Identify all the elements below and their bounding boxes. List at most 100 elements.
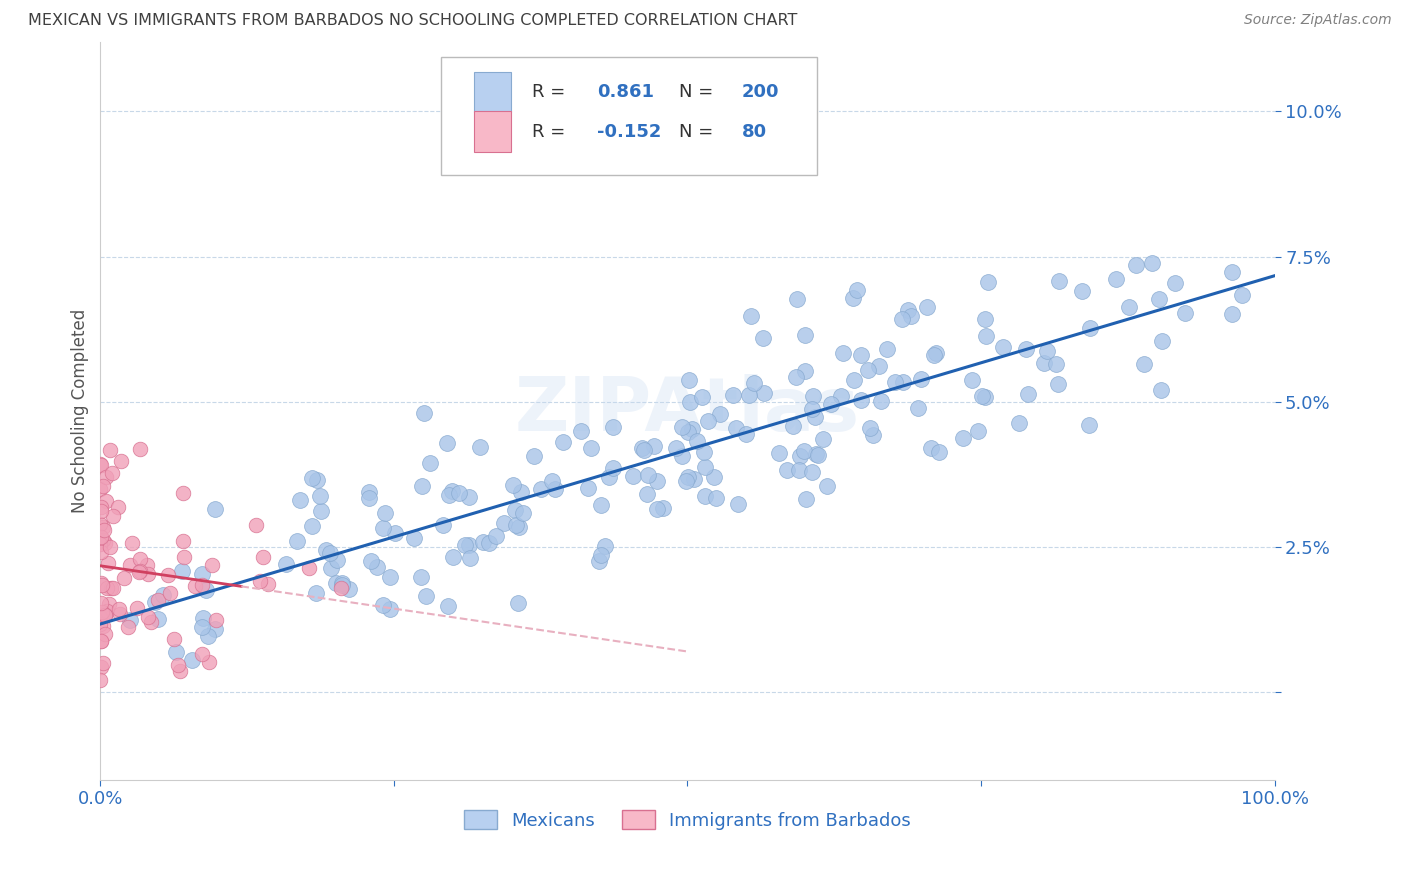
Point <box>868 359 890 373</box>
Text: N =: N = <box>679 123 720 141</box>
Point <box>862 428 884 442</box>
Point <box>98 442 121 457</box>
Point <box>876 342 898 356</box>
Point <box>974 390 997 404</box>
Point <box>117 620 139 634</box>
Point <box>1071 284 1094 298</box>
Point <box>796 491 818 506</box>
Point <box>125 601 148 615</box>
Point <box>319 546 342 560</box>
Point <box>315 543 337 558</box>
Point <box>90 500 112 514</box>
Point <box>678 373 700 387</box>
Point <box>530 482 553 496</box>
Point <box>523 449 546 463</box>
Point <box>436 435 458 450</box>
Point <box>891 312 914 326</box>
Point <box>91 520 114 534</box>
Point <box>800 465 823 479</box>
Point <box>128 565 150 579</box>
Point <box>432 518 454 533</box>
Point <box>636 487 658 501</box>
Point <box>256 577 278 591</box>
Point <box>485 528 508 542</box>
Point <box>974 328 997 343</box>
Point <box>96 604 118 618</box>
Point <box>89 616 111 631</box>
Point <box>671 449 693 463</box>
Point <box>832 345 855 359</box>
Point <box>118 558 141 573</box>
Text: -0.152: -0.152 <box>598 123 661 141</box>
Point <box>858 363 880 377</box>
Point <box>508 596 530 610</box>
Point <box>101 581 124 595</box>
Point <box>205 613 228 627</box>
Point <box>191 578 214 592</box>
Point <box>90 597 112 611</box>
Point <box>107 500 129 514</box>
Point <box>752 386 775 401</box>
Point <box>727 497 749 511</box>
Legend: Mexicans, Immigrants from Barbados: Mexicans, Immigrants from Barbados <box>457 803 918 837</box>
Point <box>725 421 748 435</box>
Point <box>970 389 993 403</box>
Point <box>136 609 159 624</box>
Point <box>1046 376 1069 391</box>
Point <box>512 507 534 521</box>
Point <box>249 574 271 588</box>
Point <box>457 490 479 504</box>
Point <box>441 483 464 498</box>
Text: N =: N = <box>679 83 720 101</box>
Point <box>1118 300 1140 314</box>
Point <box>165 645 187 659</box>
Point <box>402 531 425 545</box>
Point <box>859 421 882 435</box>
Point <box>1140 256 1163 270</box>
Point <box>173 550 195 565</box>
Point <box>90 504 112 518</box>
Point <box>915 300 938 314</box>
Point <box>415 589 437 603</box>
Point <box>637 467 659 482</box>
Point <box>305 586 328 600</box>
Point <box>90 605 112 619</box>
Point <box>301 470 323 484</box>
Point <box>686 434 709 449</box>
Point <box>652 501 675 516</box>
Point <box>252 549 274 564</box>
Point <box>502 477 524 491</box>
Point <box>143 594 166 608</box>
Point <box>883 375 905 389</box>
Point <box>621 468 644 483</box>
Point <box>90 575 112 590</box>
Point <box>1036 343 1059 358</box>
Point <box>631 441 654 455</box>
Point <box>163 632 186 646</box>
Point <box>89 483 111 497</box>
Text: 0.861: 0.861 <box>598 83 654 101</box>
Point <box>148 612 170 626</box>
Point <box>409 569 432 583</box>
Point <box>197 629 219 643</box>
Point <box>301 519 323 533</box>
Point <box>94 470 117 484</box>
Point <box>494 516 516 531</box>
Point <box>89 516 111 531</box>
Point <box>591 548 613 562</box>
Point <box>108 601 131 615</box>
Point <box>325 576 347 591</box>
Text: 80: 80 <box>741 123 766 141</box>
Point <box>308 489 330 503</box>
Point <box>786 292 808 306</box>
Point <box>357 491 380 505</box>
Point <box>844 373 866 387</box>
Point <box>800 402 823 417</box>
Point <box>371 521 394 535</box>
Point <box>593 539 616 553</box>
Point <box>709 408 731 422</box>
Point <box>191 647 214 661</box>
Point <box>807 448 830 462</box>
Point <box>419 456 441 470</box>
Point <box>204 622 226 636</box>
